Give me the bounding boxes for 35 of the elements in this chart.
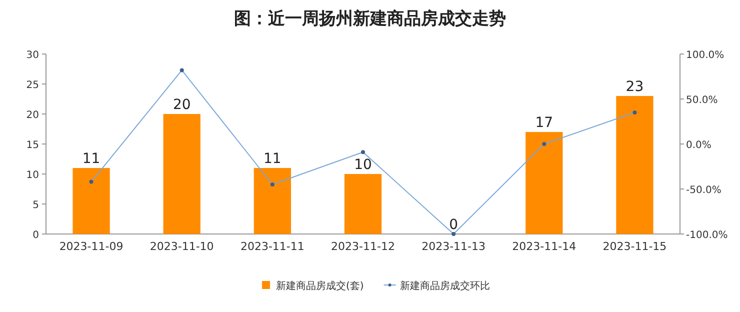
data-label: 11 [82,151,100,167]
y2-tick-label: 0.0% [686,140,712,151]
y-tick-label: 20 [26,110,39,121]
legend-label: 新建商品房成交环比 [400,280,490,292]
x-tick-label: 2023-11-12 [331,240,395,253]
bar [72,168,110,234]
data-label: 0 [449,217,458,233]
y-tick-label: 10 [26,170,39,181]
legend-label: 新建商品房成交(套) [276,280,364,292]
y-tick-label: 15 [26,140,39,151]
data-label: 17 [535,115,554,131]
x-tick-label: 2023-11-15 [602,240,667,253]
bar [616,96,654,234]
chart-title: 图：近一周扬州新建商品房成交走势 [234,9,506,29]
data-label: 10 [354,157,372,173]
x-tick-label: 2023-11-09 [59,240,124,253]
y2-tick-label: -100.0% [686,230,728,241]
data-label: 11 [264,151,282,167]
bar [526,132,563,234]
y2-tick-label: -50.0% [686,185,722,196]
x-tick-label: 2023-11-13 [422,240,486,253]
y2-tick-label: 50.0% [686,95,718,106]
bar [344,174,382,234]
y-tick-label: 0 [32,230,39,241]
y2-tick-label: 100.0% [686,50,724,61]
y-tick-label: 5 [32,200,39,211]
bar [254,168,291,234]
x-tick-label: 2023-11-11 [240,240,304,253]
data-label: 23 [626,79,644,95]
x-tick-label: 2023-11-10 [150,240,214,253]
data-label: 20 [172,97,191,113]
x-tick-label: 2023-11-14 [512,240,576,253]
y-tick-label: 30 [26,50,39,61]
bar [163,114,200,234]
y-tick-label: 25 [26,80,39,91]
